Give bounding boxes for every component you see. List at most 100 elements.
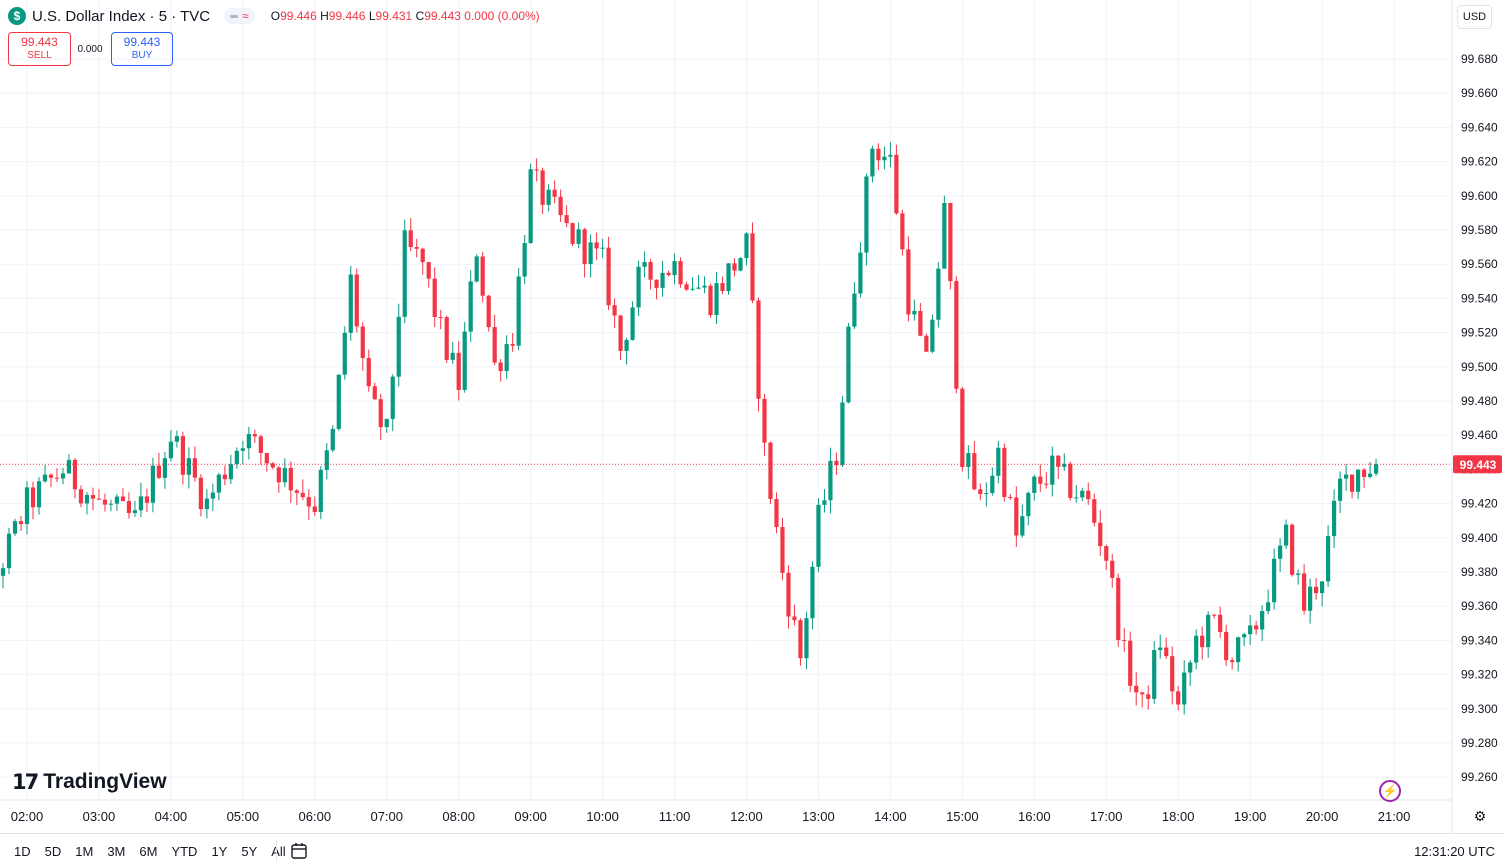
x-tick-label: 02:00 bbox=[11, 809, 44, 824]
range-button[interactable]: 5D bbox=[44, 844, 62, 859]
candle bbox=[36, 481, 42, 508]
candle bbox=[1212, 614, 1217, 616]
candle bbox=[588, 242, 593, 265]
price-chart[interactable]: 99.680 99.660 99.640 99.620 99.600 99.580 99.5… bbox=[0, 0, 1505, 833]
lightning-icon[interactable]: ⚡ bbox=[1379, 780, 1401, 802]
candle bbox=[714, 283, 719, 316]
candle bbox=[768, 442, 773, 500]
x-tick-label: 19:00 bbox=[1234, 809, 1267, 824]
y-tick-label: 99.280 bbox=[1461, 736, 1498, 750]
candle bbox=[624, 339, 629, 351]
x-tick-label: 12:00 bbox=[730, 809, 763, 824]
x-tick-label: 16:00 bbox=[1018, 809, 1051, 824]
candle bbox=[954, 281, 959, 389]
candle bbox=[978, 489, 983, 495]
utc-clock[interactable]: 12:31:20 UTC bbox=[1414, 844, 1495, 859]
candle bbox=[984, 493, 989, 495]
candle bbox=[324, 450, 329, 470]
gear-icon[interactable]: ⚙ bbox=[1473, 807, 1487, 824]
calendar-icon[interactable] bbox=[290, 842, 308, 860]
range-button[interactable]: 1M bbox=[75, 844, 94, 859]
candle bbox=[1176, 691, 1181, 705]
candle bbox=[930, 319, 935, 352]
candle bbox=[270, 463, 275, 468]
candle bbox=[900, 213, 905, 250]
candle bbox=[258, 436, 263, 454]
candle bbox=[294, 490, 299, 493]
range-button[interactable]: 1Y bbox=[211, 844, 228, 859]
symbol-title[interactable]: U.S. Dollar Index · 5 · TVC bbox=[32, 7, 211, 25]
candle bbox=[432, 278, 437, 318]
candle bbox=[612, 305, 617, 316]
y-tick-label: 99.360 bbox=[1461, 599, 1498, 613]
candle bbox=[108, 503, 114, 505]
x-tick-label: 10:00 bbox=[586, 809, 619, 824]
candle bbox=[366, 358, 371, 387]
candle bbox=[924, 335, 929, 352]
candle bbox=[882, 156, 887, 161]
x-tick-label: 06:00 bbox=[299, 809, 332, 824]
candle bbox=[438, 317, 443, 319]
candle bbox=[516, 276, 521, 346]
candle bbox=[1337, 478, 1343, 501]
candle bbox=[876, 148, 881, 161]
candle bbox=[426, 262, 431, 279]
candle bbox=[150, 465, 156, 503]
candle bbox=[144, 496, 150, 503]
candle bbox=[1242, 634, 1247, 638]
toolbar-divider bbox=[276, 840, 277, 862]
candle bbox=[990, 475, 995, 494]
range-button[interactable]: 6M bbox=[139, 844, 158, 859]
sell-button[interactable]: 99.443 SELL bbox=[8, 32, 71, 66]
candle bbox=[534, 169, 539, 171]
candle bbox=[1331, 500, 1337, 537]
candle bbox=[780, 527, 785, 573]
candle bbox=[12, 521, 18, 534]
range-button[interactable]: 1D bbox=[14, 844, 31, 859]
candle bbox=[912, 310, 917, 315]
y-tick-label: 99.680 bbox=[1461, 52, 1498, 66]
candle bbox=[552, 189, 557, 197]
candle bbox=[138, 496, 144, 511]
candle bbox=[1068, 463, 1073, 498]
candle bbox=[360, 326, 365, 359]
candle bbox=[480, 256, 485, 296]
candle bbox=[240, 448, 245, 451]
buy-button[interactable]: 99.443 BUY bbox=[111, 32, 173, 66]
candle bbox=[456, 352, 461, 390]
tradingview-wordmark: TradingView bbox=[43, 770, 167, 793]
candle bbox=[348, 274, 353, 333]
candle bbox=[492, 327, 497, 363]
candle bbox=[474, 256, 479, 282]
y-tick-label: 99.540 bbox=[1461, 291, 1498, 305]
candle bbox=[738, 258, 743, 271]
y-tick-label: 99.420 bbox=[1461, 497, 1498, 511]
candle bbox=[1170, 656, 1175, 692]
y-tick-label: 99.580 bbox=[1461, 223, 1498, 237]
candle bbox=[636, 266, 641, 308]
tradingview-logo[interactable]: 17 TradingView bbox=[12, 770, 167, 794]
candle bbox=[1361, 469, 1367, 477]
x-tick-label: 15:00 bbox=[946, 809, 979, 824]
candle bbox=[756, 300, 761, 399]
candle bbox=[216, 474, 221, 493]
bottom-toolbar: 1D 5D 1M 3M 6M YTD 1Y 5Y All 12:31:20 UT… bbox=[0, 833, 1505, 866]
candle bbox=[1074, 497, 1079, 499]
candle bbox=[618, 315, 623, 351]
range-button[interactable]: 5Y bbox=[241, 844, 258, 859]
legend-toggle-button[interactable]: ≈ bbox=[224, 8, 255, 24]
buy-label: BUY bbox=[131, 50, 153, 61]
range-button[interactable]: 3M bbox=[107, 844, 126, 859]
candle bbox=[648, 261, 653, 280]
candle bbox=[468, 281, 473, 332]
y-tick-label: 99.640 bbox=[1461, 120, 1498, 134]
range-button[interactable]: YTD bbox=[171, 844, 198, 859]
candle bbox=[126, 501, 132, 514]
candle bbox=[18, 521, 24, 525]
candle bbox=[162, 458, 168, 478]
range-button[interactable]: All bbox=[271, 844, 286, 859]
candle bbox=[798, 620, 803, 659]
candle bbox=[816, 504, 821, 567]
candle bbox=[192, 458, 197, 478]
currency-selector[interactable]: USD bbox=[1457, 5, 1492, 29]
